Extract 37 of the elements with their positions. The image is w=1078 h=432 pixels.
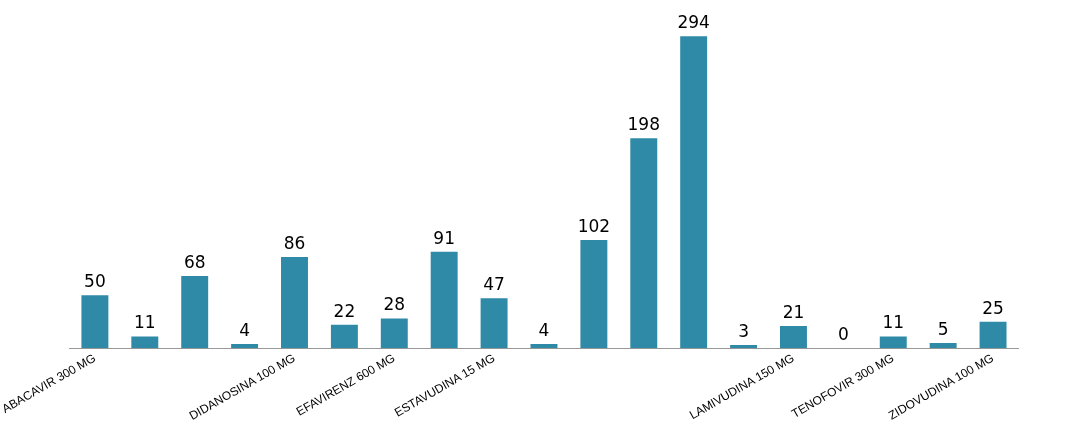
data-label: 4 bbox=[239, 319, 251, 340]
data-label: 102 bbox=[577, 215, 611, 236]
bar bbox=[281, 256, 308, 349]
data-label: 198 bbox=[627, 114, 660, 135]
bar bbox=[680, 36, 708, 349]
data-label: 28 bbox=[383, 294, 406, 315]
bar bbox=[530, 343, 558, 349]
bar bbox=[480, 298, 508, 349]
bar bbox=[730, 345, 758, 349]
data-label: 294 bbox=[677, 12, 710, 33]
bar bbox=[430, 251, 458, 349]
data-label: 21 bbox=[782, 301, 805, 322]
data-label: 4 bbox=[538, 319, 550, 340]
bar bbox=[779, 325, 807, 349]
data-label: 11 bbox=[133, 312, 156, 333]
bar bbox=[929, 342, 957, 349]
bar bbox=[181, 276, 209, 349]
bar bbox=[979, 321, 1007, 349]
bar bbox=[879, 336, 907, 349]
data-label: 22 bbox=[333, 300, 356, 321]
data-label: 86 bbox=[283, 232, 306, 253]
data-label: 91 bbox=[433, 227, 455, 248]
bar bbox=[231, 343, 259, 349]
bar bbox=[131, 336, 159, 349]
data-label: 11 bbox=[882, 312, 905, 333]
bar bbox=[330, 324, 358, 349]
data-label: 0 bbox=[837, 324, 849, 345]
data-label: 68 bbox=[183, 251, 206, 272]
bar bbox=[580, 240, 608, 349]
data-label: 50 bbox=[84, 271, 106, 292]
bar bbox=[380, 318, 408, 349]
data-label: 47 bbox=[483, 274, 505, 295]
bar bbox=[81, 295, 109, 349]
bar bbox=[630, 138, 658, 349]
data-label: 25 bbox=[982, 297, 1004, 318]
data-label: 3 bbox=[738, 320, 749, 341]
data-label: 5 bbox=[937, 318, 949, 339]
